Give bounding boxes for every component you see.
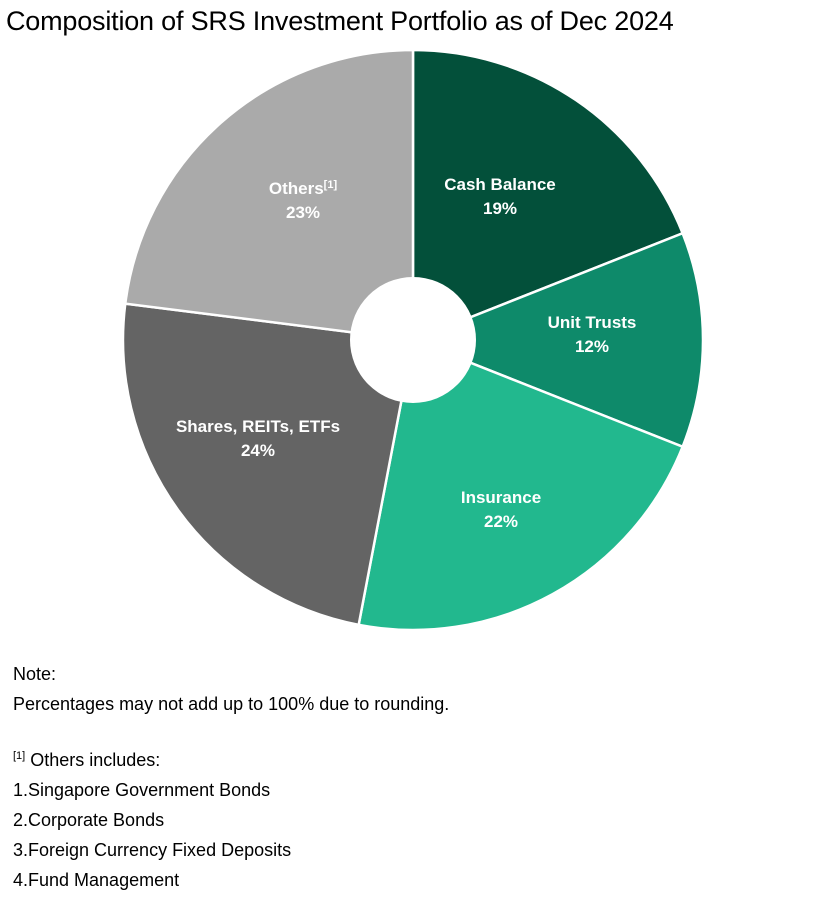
slice-label-cash-balance: Cash Balance 19% <box>444 173 556 221</box>
others-item: 1.Singapore Government Bonds <box>13 780 271 800</box>
notes-section: Note: Percentages may not add up to 100%… <box>13 659 449 895</box>
note-rounding: Percentages may not add up to 100% due t… <box>13 694 450 714</box>
note-heading: Note: <box>13 664 57 684</box>
slice-cash-balance <box>411 48 685 342</box>
slice-label-insurance: Insurance 22% <box>461 486 541 534</box>
slice-name: Unit Trusts <box>547 313 637 332</box>
slice-label-shares-reits-etfs: Shares, REITs, ETFs 24% <box>176 415 340 463</box>
footnote-marker: [1] <box>323 179 338 191</box>
slice-name: Insurance <box>460 488 542 507</box>
others-item: 2.Corporate Bonds <box>13 810 165 830</box>
slice-unit-trusts <box>409 231 705 449</box>
donut-hole <box>350 277 476 403</box>
chart-title: Composition of SRS Investment Portfolio … <box>6 6 674 36</box>
others-heading-line: [1] Others includes: <box>13 745 449 775</box>
others-item: 3.Foreign Currency Fixed Deposits <box>13 840 292 860</box>
slice-name: Others <box>268 179 324 198</box>
slice-percent: 24% <box>240 441 276 460</box>
slice-shares-reits-etfs <box>121 302 415 627</box>
slice-percent: 12% <box>574 337 610 356</box>
slice-label-others: Others[1] 23% <box>269 177 337 225</box>
others-heading: Others includes: <box>30 750 161 770</box>
slice-others <box>123 48 415 342</box>
slice-percent: 23% <box>285 203 321 222</box>
slice-insurance <box>357 338 685 632</box>
others-item: 4.Fund Management <box>13 870 180 890</box>
slice-percent: 22% <box>483 512 519 531</box>
slice-label-unit-trusts: Unit Trusts 12% <box>548 311 637 359</box>
slice-percent: 19% <box>482 199 518 218</box>
slice-name: Shares, REITs, ETFs <box>175 417 341 436</box>
slice-name: Cash Balance <box>444 175 556 194</box>
donut-slices <box>121 48 705 632</box>
footnote-marker: [1] <box>13 750 26 762</box>
